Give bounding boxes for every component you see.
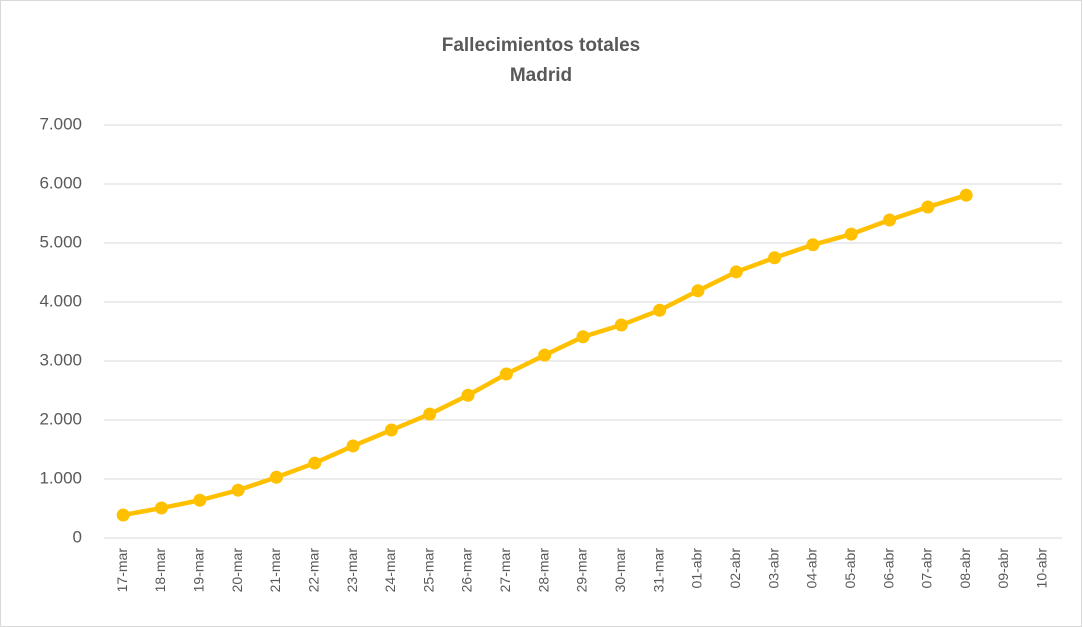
marker (461, 388, 475, 402)
marker (768, 251, 782, 265)
x-tick-label: 09-abr (995, 548, 1011, 589)
marker (614, 318, 628, 332)
x-tick-label: 25-mar (420, 548, 436, 593)
x-tick-label: 26-mar (459, 548, 475, 593)
x-tick-label: 30-mar (612, 548, 628, 593)
marker (193, 493, 207, 507)
x-tick-label: 04-abr (804, 548, 820, 589)
marker (231, 483, 245, 497)
x-tick-label: 01-abr (689, 548, 705, 589)
marker (729, 265, 743, 279)
chart-subtitle: Madrid (510, 65, 572, 86)
x-tick-label: 05-abr (842, 548, 858, 589)
x-tick-label: 08-abr (957, 548, 973, 589)
x-tick-label: 24-mar (382, 548, 398, 593)
x-tick-label: 17-mar (114, 548, 130, 593)
y-tick-label: 0 (73, 527, 82, 546)
x-tick-label: 18-mar (152, 548, 168, 593)
x-tick-label: 20-mar (229, 548, 245, 593)
x-tick-label: 21-mar (267, 548, 283, 593)
marker (423, 407, 437, 421)
x-tick-label: 07-abr (919, 548, 935, 589)
marker (116, 508, 130, 522)
marker (346, 439, 360, 453)
x-tick-label: 23-mar (344, 548, 360, 593)
marker (538, 348, 552, 362)
marker (576, 330, 590, 344)
x-tick-label: 02-abr (727, 548, 743, 589)
x-tick-label: 28-mar (535, 548, 551, 593)
marker (921, 200, 935, 214)
y-tick-label: 4.000 (39, 291, 82, 310)
x-tick-label: 29-mar (574, 548, 590, 593)
marker (308, 456, 322, 470)
marker (883, 213, 897, 227)
y-tick-label: 2.000 (39, 409, 82, 428)
marker (154, 501, 168, 515)
x-tick-label: 19-mar (191, 548, 207, 593)
y-tick-label: 3.000 (39, 350, 82, 369)
x-tick-label: 10-abr (1034, 548, 1050, 589)
x-tick-label: 27-mar (497, 548, 513, 593)
marker (691, 284, 705, 298)
marker (269, 470, 283, 484)
marker (499, 367, 513, 381)
marker (844, 227, 858, 241)
y-tick-label: 6.000 (39, 173, 82, 192)
marker (384, 423, 398, 437)
x-tick-label: 06-abr (880, 548, 896, 589)
marker (653, 303, 667, 317)
x-tick-label: 03-abr (765, 548, 781, 589)
chart-title: Fallecimientos totales (442, 35, 641, 56)
y-tick-label: 5.000 (39, 232, 82, 251)
y-tick-label: 1.000 (39, 468, 82, 487)
marker (806, 238, 820, 252)
x-tick-label: 31-mar (650, 548, 666, 593)
marker (959, 188, 973, 202)
y-tick-label: 7.000 (39, 114, 82, 133)
x-tick-label: 22-mar (305, 548, 321, 593)
